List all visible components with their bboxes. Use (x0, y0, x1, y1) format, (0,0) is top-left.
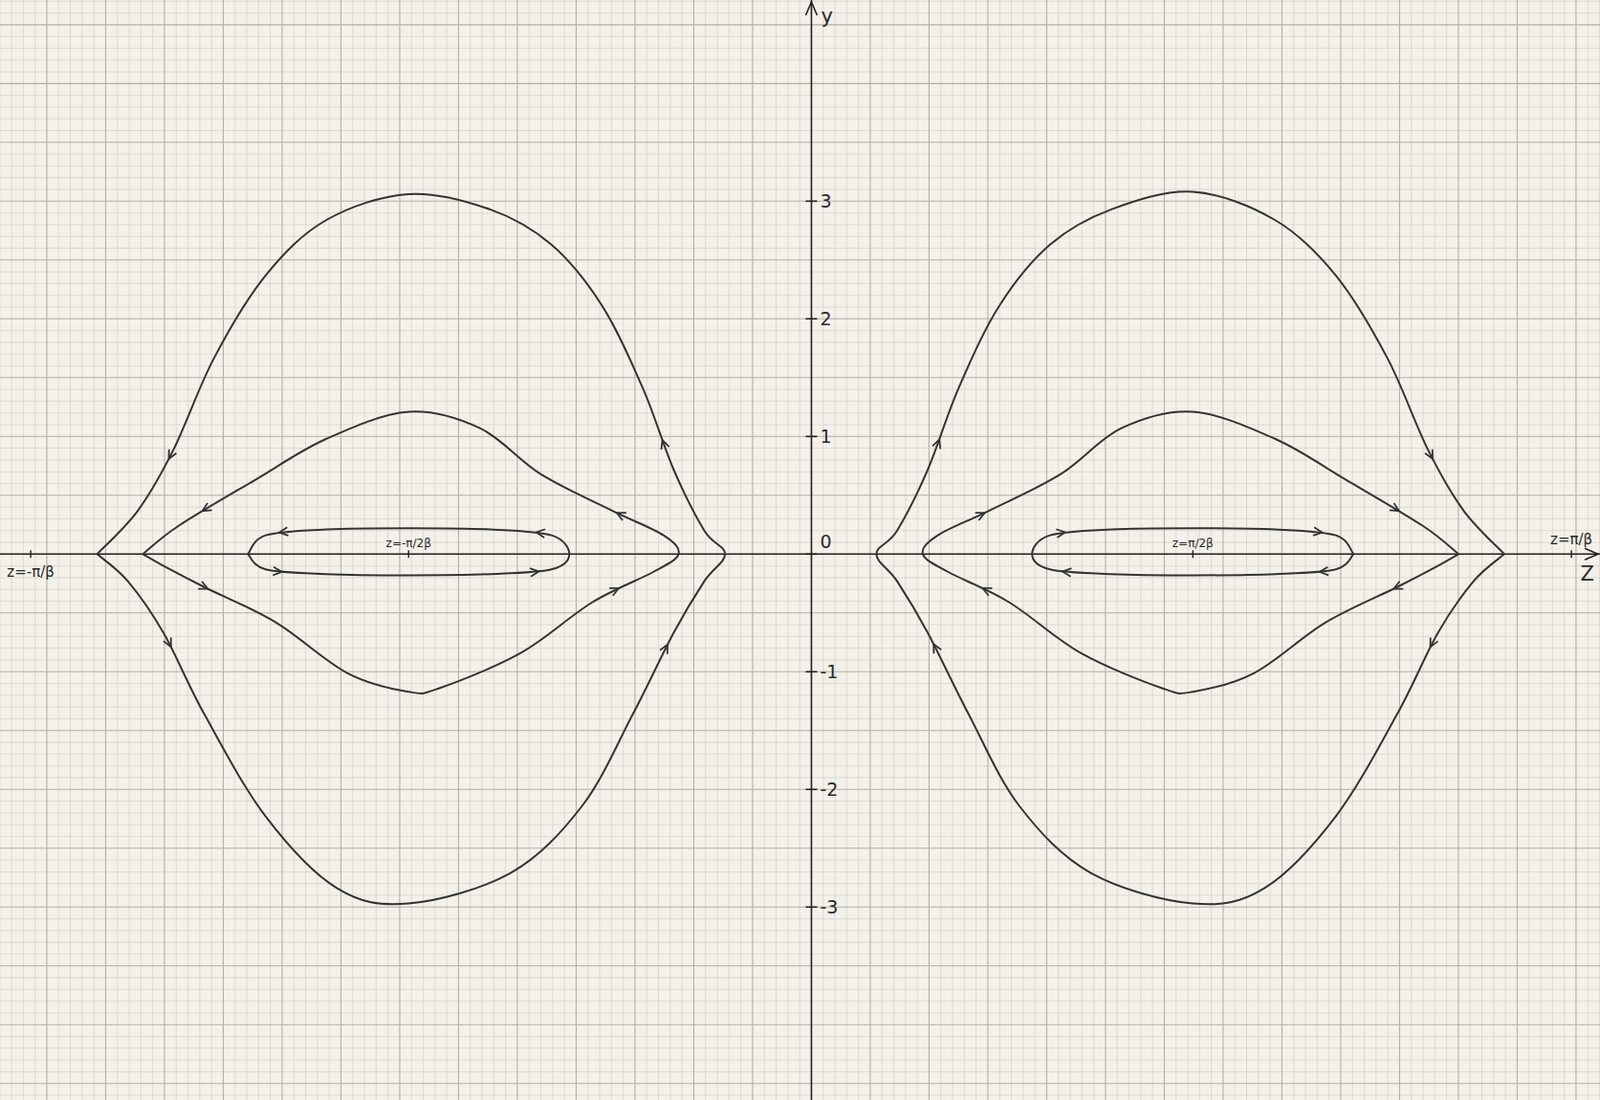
y-tick-label: 2 (819, 307, 832, 329)
flow-arrow (163, 636, 172, 647)
y-tick-label: -3 (819, 896, 838, 918)
flow-arrow (202, 503, 213, 511)
y-axis-title: y (820, 4, 833, 28)
y-tick (805, 200, 817, 203)
flow-arrow (1424, 449, 1433, 460)
y-axis (810, 0, 813, 1100)
x-tick-label: z=-π/β (6, 563, 55, 581)
trajectory (922, 411, 1459, 694)
y-tick (805, 905, 817, 908)
y-tick-label: 1 (819, 425, 832, 447)
flow-arrow (279, 526, 289, 536)
flow-arrow (616, 512, 627, 521)
flow-arrow (272, 567, 282, 576)
trajectory (142, 411, 679, 694)
x-tick-label: z=-π/2β (386, 536, 432, 550)
axis-arrow (805, 1, 817, 16)
flow-arrow (660, 439, 669, 450)
trajectory (247, 527, 570, 575)
chart: -3 -2 -1 0 1 2 3 z=-π/β z=-π/2β z=π/2β z=π/β y Z (0, 0, 1600, 1100)
y-tick (805, 436, 817, 439)
y-tick-label: 0 (819, 530, 832, 552)
axis-arrow (1584, 547, 1599, 560)
flow-arrow (1313, 526, 1323, 536)
x-tick-label: z=π/β (1550, 530, 1593, 548)
flow-arrow (197, 581, 208, 590)
y-tick-label: -1 (819, 660, 838, 682)
flow-arrow (1393, 581, 1403, 590)
flow-arrow (1319, 567, 1329, 576)
y-tick (805, 788, 817, 790)
flow-arrow (609, 588, 619, 596)
flow-arrow (982, 588, 992, 596)
graph-paper (0, 0, 1600, 1100)
flow-arrow (1389, 503, 1400, 511)
y-tick-label: -2 (819, 778, 838, 800)
x-tick-label: z=π/2β (1172, 536, 1214, 550)
trajectory (1031, 527, 1354, 575)
flow-arrow (1430, 636, 1439, 647)
y-tick (805, 553, 817, 556)
x-axis-title: Z (1580, 562, 1595, 586)
flow-arrow (975, 512, 986, 521)
x-tick (1192, 549, 1194, 558)
flow-arrow (168, 449, 176, 460)
flow-arrow (529, 568, 539, 577)
x-tick (1570, 549, 1572, 558)
flow-arrow (1055, 528, 1065, 538)
x-tick (29, 549, 31, 558)
x-axis (0, 553, 1600, 556)
y-tick-label: 3 (819, 190, 832, 212)
flow-arrow (536, 528, 546, 538)
y-tick (805, 318, 817, 321)
y-tick (805, 670, 817, 673)
flow-arrow (933, 643, 942, 654)
x-tick (408, 549, 410, 558)
trajectory (876, 191, 1505, 904)
flow-arrow (659, 644, 668, 655)
flow-arrow (1062, 568, 1072, 577)
flow-arrow (932, 438, 941, 449)
trajectory (97, 194, 726, 905)
trajectories (97, 191, 1505, 904)
graph-paper (0, 0, 1600, 1100)
